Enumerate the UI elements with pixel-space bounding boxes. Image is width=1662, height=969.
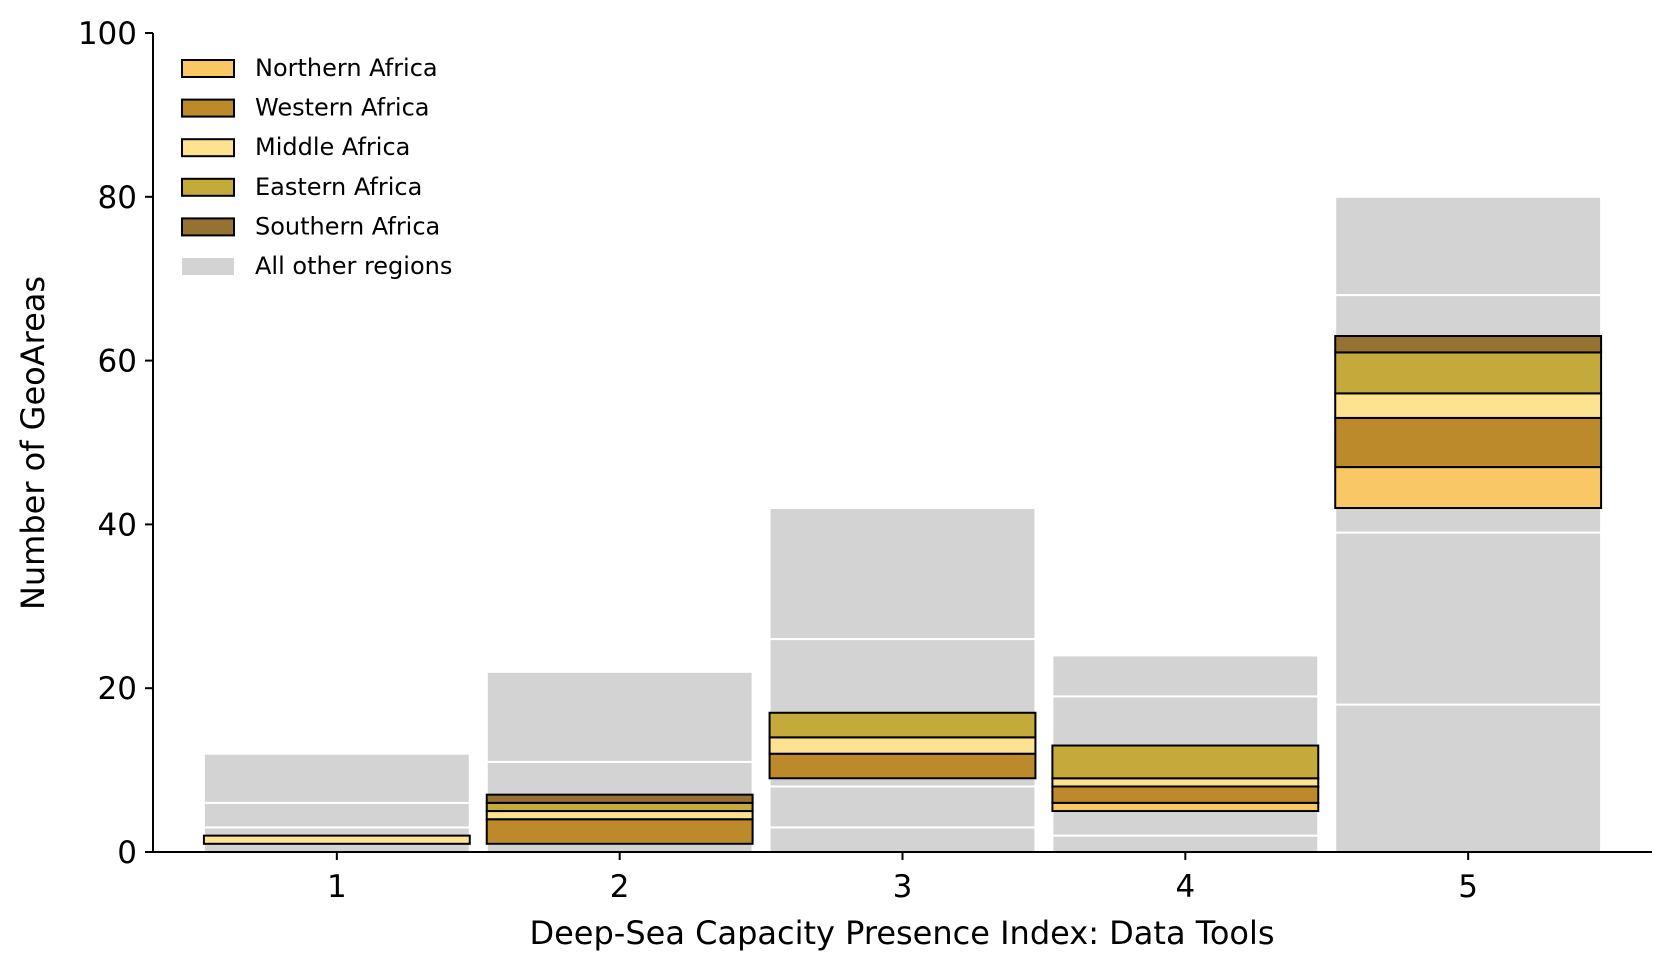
legend-swatch-northern-africa (181, 59, 235, 78)
bar-eastern-africa-4 (1051, 744, 1320, 780)
other-regions-segment-5-3 (1334, 507, 1603, 534)
bar-northern-africa-5 (1334, 466, 1603, 510)
bar-middle-africa-3 (768, 736, 1037, 755)
x-tick-label-5: 5 (1458, 869, 1478, 905)
x-tick-label-3: 3 (893, 869, 913, 905)
other-regions-segment-5-5 (1334, 294, 1603, 338)
legend-swatch-eastern-africa (181, 177, 235, 197)
bar-eastern-africa-2 (485, 801, 754, 813)
bar-southern-africa-2 (485, 793, 754, 804)
other-regions-segment-1-2 (202, 801, 471, 829)
other-regions-segment-5-2 (1334, 531, 1603, 706)
ticks: 1 2 3 4 5 0 20 40 60 80 100 (78, 16, 1478, 905)
other-regions-segment-3-1 (768, 826, 1037, 853)
bar-middle-africa-4 (1051, 777, 1320, 788)
other-regions-segment-5-1 (1334, 703, 1603, 854)
other-regions-segment-4-2 (1051, 810, 1320, 837)
bar-middle-africa-5 (1334, 392, 1603, 419)
bar-eastern-africa-5 (1334, 351, 1603, 395)
other-regions-segment-3-3 (768, 777, 1037, 788)
other-regions-segment-4-4 (1051, 654, 1320, 698)
y-tick-label-20: 20 (98, 671, 137, 707)
bar-southern-africa-5 (1334, 335, 1603, 354)
other-regions-segment-2-3 (485, 670, 754, 763)
x-tick-label-2: 2 (610, 869, 630, 905)
bar-western-africa-2 (485, 818, 754, 845)
y-axis-label: Number of GeoAreas (14, 276, 52, 610)
other-regions-segment-5-6 (1334, 195, 1603, 297)
y-tick-label-80: 80 (98, 180, 137, 216)
bar-middle-africa-2 (485, 810, 754, 821)
x-axis-label: Deep-Sea Capacity Presence Index: Data T… (529, 914, 1274, 952)
other-regions-segment-3-2 (768, 785, 1037, 829)
y-tick-label-100: 100 (78, 16, 137, 52)
bar-eastern-africa-3 (768, 711, 1037, 739)
legend-swatch-western-africa (181, 98, 235, 118)
legend-label-eastern-africa: Eastern Africa (255, 173, 422, 201)
legend: Northern Africa Western Africa Middle Afri… (181, 54, 452, 280)
legend-swatch-southern-africa (181, 217, 235, 237)
other-regions-segment-1-3 (202, 752, 471, 804)
legend-swatch-all-other-regions (182, 258, 234, 275)
bar-western-africa-5 (1334, 416, 1603, 469)
other-regions-segment-4-1 (1051, 834, 1320, 853)
other-regions-segment-3-5 (768, 507, 1037, 641)
africa-bars (202, 335, 1603, 845)
x-tick-label-4: 4 (1175, 869, 1195, 905)
x-tick-label-1: 1 (327, 869, 347, 905)
y-tick-label-60: 60 (98, 344, 137, 380)
other-regions-segment-2-1 (485, 842, 754, 853)
y-tick-label-40: 40 (98, 507, 137, 543)
bar-western-africa-4 (1051, 785, 1320, 804)
bar-western-africa-3 (768, 752, 1037, 780)
bar-middle-africa-1 (202, 834, 471, 845)
legend-label-southern-africa: Southern Africa (255, 212, 440, 240)
y-tick-label-0: 0 (117, 835, 137, 871)
bar-northern-africa-4 (1051, 801, 1320, 813)
legend-label-all-other-regions: All other regions (255, 252, 452, 280)
legend-label-middle-africa: Middle Africa (255, 133, 410, 161)
legend-swatch-middle-africa (181, 138, 235, 158)
legend-label-western-africa: Western Africa (255, 94, 430, 122)
legend-label-northern-africa: Northern Africa (255, 54, 438, 82)
